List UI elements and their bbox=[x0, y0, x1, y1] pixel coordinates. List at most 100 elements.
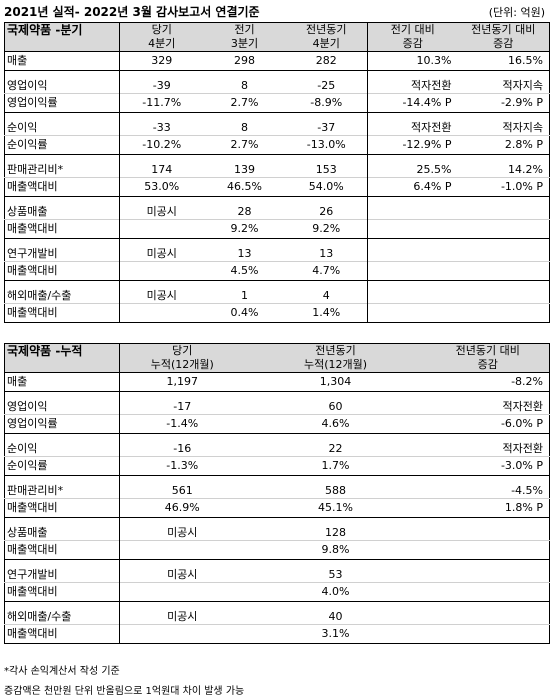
header-row: 4분기 3분기 4분기 증감 증감 bbox=[5, 37, 550, 52]
table-row: 연구개발비 미공시 53 bbox=[4, 559, 550, 583]
table-row: 영업이익률 -1.4% 4.6% -6.0% P bbox=[4, 414, 550, 434]
table-row: 영업이익률 -11.7% 2.7% -8.9% -14.4% P -2.9% P bbox=[4, 93, 550, 113]
column-header: 당기 bbox=[119, 22, 204, 37]
row-label: 순이익률 bbox=[4, 135, 120, 155]
cell-value: -2.9% P bbox=[457, 93, 550, 113]
cell-value: 46.5% bbox=[203, 177, 286, 197]
cell-value: -11.7% bbox=[119, 93, 204, 113]
row-label: 연구개발비 bbox=[4, 559, 120, 583]
row-label: 순이익률 bbox=[4, 456, 120, 476]
table-row: 매출액대비 53.0% 46.5% 54.0% 6.4% P -1.0% P bbox=[4, 177, 550, 197]
row-label: 해외매출/수출 bbox=[4, 280, 120, 304]
cell-value: 1 bbox=[203, 280, 286, 304]
cell-value: 16.5% bbox=[457, 51, 550, 71]
table-row: 순이익률 -10.2% 2.7% -13.0% -12.9% P 2.8% P bbox=[4, 135, 550, 155]
row-label: 매출액대비 bbox=[4, 582, 120, 602]
row-label: 순이익 bbox=[4, 433, 120, 457]
cell-value: 9.2% bbox=[203, 219, 286, 239]
cell-value: -1.0% P bbox=[457, 177, 550, 197]
report-title: 2021년 실적- 2022년 3월 감사보고서 연결기준 bbox=[4, 5, 260, 19]
cell-value bbox=[367, 261, 458, 281]
row-label: 해외매출/수출 bbox=[4, 601, 120, 625]
cell-value: 13 bbox=[203, 238, 286, 262]
cell-value: 9.8% bbox=[244, 540, 427, 560]
column-header: 전년동기 대비 bbox=[457, 22, 550, 37]
table-row: 매출액대비 0.4% 1.4% bbox=[4, 303, 550, 323]
cell-value: -1.4% bbox=[119, 414, 245, 434]
column-subheader: 누적(12개월) bbox=[119, 358, 245, 373]
cell-value: -17 bbox=[119, 391, 245, 415]
cell-value: 298 bbox=[203, 51, 286, 71]
cell-value: 6.4% P bbox=[367, 177, 458, 197]
table-row: 매출액대비 4.5% 4.7% bbox=[4, 261, 550, 281]
cell-value: 53 bbox=[244, 559, 427, 583]
table-row: 매출액대비 9.2% 9.2% bbox=[4, 219, 550, 239]
cell-value bbox=[426, 582, 550, 602]
cell-value: -16 bbox=[119, 433, 245, 457]
column-subheader: 4분기 bbox=[285, 37, 368, 52]
row-label: 판매관리비* bbox=[4, 475, 120, 499]
table-row: 판매관리비* 174 139 153 25.5% 14.2% bbox=[4, 154, 550, 178]
row-label: 매출액대비 bbox=[4, 303, 120, 323]
column-subheader: 누적(12개월) bbox=[244, 358, 427, 373]
table-row: 영업이익 -39 8 -25 적자전환 적자지속 bbox=[4, 70, 550, 94]
footnote-2: 증감액은 천만원 단위 반올림으로 1억원대 차이 발생 가능 bbox=[4, 686, 245, 697]
cell-value: -14.4% P bbox=[367, 93, 458, 113]
cell-value: 0.4% bbox=[203, 303, 286, 323]
cell-value: 8 bbox=[203, 112, 286, 136]
cell-value: 1.7% bbox=[244, 456, 427, 476]
cumulative-table: 국제약품 -누적 당기 전년동기 전년동기 대비 누적(12개월) 누적(12개월) 증감 매… bbox=[4, 343, 550, 644]
cell-value: 46.9% bbox=[119, 498, 245, 518]
cell-value: 미공시 bbox=[119, 559, 245, 583]
row-label: 영업이익 bbox=[4, 70, 120, 94]
row-label: 매출액대비 bbox=[4, 624, 120, 644]
row-label: 영업이익률 bbox=[4, 414, 120, 434]
cell-value: 적자지속 bbox=[457, 70, 550, 94]
cell-value: 4.6% bbox=[244, 414, 427, 434]
cell-value: 4 bbox=[285, 280, 368, 304]
cell-value: 미공시 bbox=[119, 601, 245, 625]
cell-value: 153 bbox=[285, 154, 368, 178]
row-label: 연구개발비 bbox=[4, 238, 120, 262]
cell-value bbox=[426, 624, 550, 644]
cell-value: 26 bbox=[285, 196, 368, 220]
cell-value: 4.5% bbox=[203, 261, 286, 281]
row-label: 판매관리비* bbox=[4, 154, 120, 178]
cell-value bbox=[119, 219, 204, 239]
column-subheader: 증감 bbox=[457, 37, 550, 52]
column-header: 전년동기 대비 bbox=[426, 343, 550, 358]
cell-value: -25 bbox=[285, 70, 368, 94]
quarterly-table: 국제약품 -분기 당기 전기 전년동기 전기 대비 전년동기 대비 4분기 3분기 4분기 증감 증… bbox=[4, 22, 550, 323]
section-title: 국제약품 -누적 bbox=[4, 343, 120, 373]
cell-value: 40 bbox=[244, 601, 427, 625]
cell-value bbox=[119, 303, 204, 323]
table-row: 판매관리비* 561 588 -4.5% bbox=[4, 475, 550, 499]
column-header: 전기 대비 bbox=[367, 22, 458, 37]
cell-value: 2.8% P bbox=[457, 135, 550, 155]
row-label: 영업이익 bbox=[4, 391, 120, 415]
header-row: 누적(12개월) 누적(12개월) 증감 bbox=[5, 358, 550, 373]
row-label: 매출액대비 bbox=[4, 177, 120, 197]
column-subheader: 3분기 bbox=[203, 37, 286, 52]
cell-value: 14.2% bbox=[457, 154, 550, 178]
cell-value bbox=[426, 517, 550, 541]
row-label: 순이익 bbox=[4, 112, 120, 136]
column-subheader: 4분기 bbox=[119, 37, 204, 52]
table-row: 순이익 -16 22 적자전환 bbox=[4, 433, 550, 457]
row-label: 매출 bbox=[4, 372, 120, 392]
cell-value: -33 bbox=[119, 112, 204, 136]
table-row: 상품매출 미공시 28 26 bbox=[4, 196, 550, 220]
cell-value: -6.0% P bbox=[426, 414, 550, 434]
cell-value: 25.5% bbox=[367, 154, 458, 178]
cell-value bbox=[426, 601, 550, 625]
column-header: 전년동기 bbox=[285, 22, 368, 37]
table-row: 영업이익 -17 60 적자전환 bbox=[4, 391, 550, 415]
cell-value: 588 bbox=[244, 475, 427, 499]
cell-value: 22 bbox=[244, 433, 427, 457]
footnote-1: *각사 손익계산서 작성 기준 bbox=[4, 666, 120, 677]
table-row: 상품매출 미공시 128 bbox=[4, 517, 550, 541]
cell-value bbox=[457, 238, 550, 262]
column-header: 당기 bbox=[119, 343, 245, 358]
cell-value bbox=[367, 219, 458, 239]
table-row: 해외매출/수출 미공시 40 bbox=[4, 601, 550, 625]
